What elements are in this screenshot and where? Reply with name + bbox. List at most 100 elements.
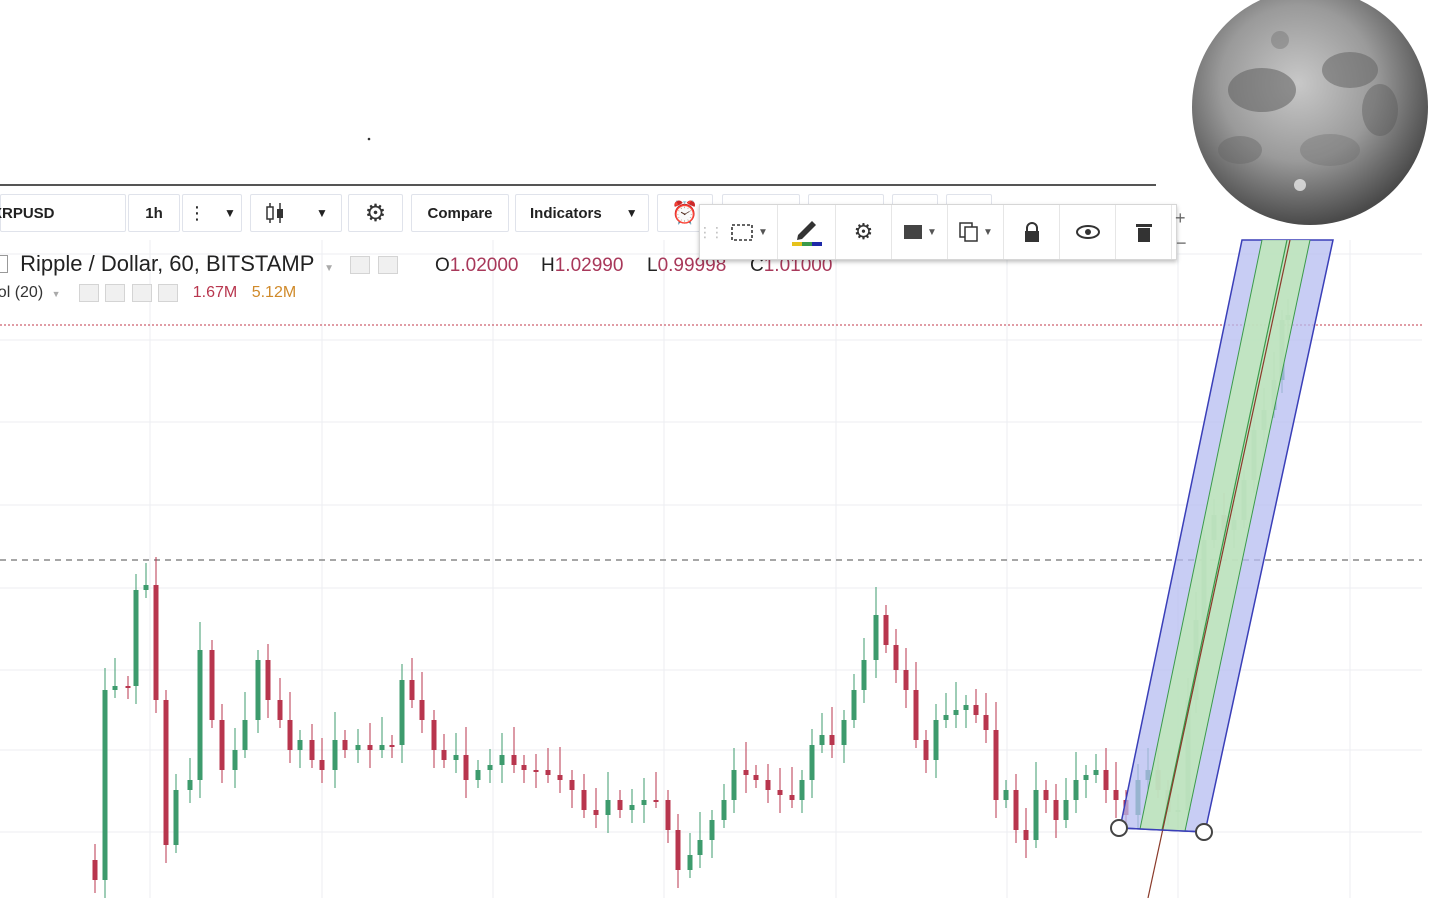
candle-body — [557, 775, 563, 780]
ohlc-open: O1.02000 — [435, 255, 518, 277]
high-key: H — [541, 255, 555, 276]
candle-body — [1023, 830, 1029, 840]
candle-body — [143, 585, 149, 590]
candle-body — [993, 730, 999, 800]
channel-handle-right[interactable] — [1195, 823, 1213, 841]
candle-body — [309, 740, 315, 760]
candle-body — [1093, 770, 1099, 775]
candle-body — [883, 615, 889, 645]
channel-inner-line-right — [1184, 239, 1311, 832]
fill-color-button[interactable]: ▼ — [892, 205, 948, 259]
chart-style-button[interactable]: ▼ — [250, 194, 342, 232]
chevron-down-icon[interactable]: ▼ — [324, 263, 335, 274]
eye-icon — [1075, 225, 1100, 239]
candle-body — [265, 660, 271, 700]
channel-handle-left[interactable] — [1110, 819, 1128, 837]
candle-body — [789, 795, 795, 800]
channel-mid-line — [1161, 239, 1288, 831]
open-key: O — [435, 255, 450, 276]
candle-body — [973, 705, 979, 715]
candle-body — [277, 700, 283, 720]
gear-icon: ⚙ — [364, 199, 387, 227]
open-value: 1.02000 — [449, 255, 519, 276]
candle-body — [617, 800, 623, 810]
candle-body — [342, 740, 348, 750]
candle-body — [963, 705, 969, 710]
clone-button[interactable]: ▼ — [948, 205, 1004, 259]
interval-button[interactable]: 1h — [128, 194, 180, 232]
ohlc-close: C1.01000 — [750, 255, 832, 277]
collapse-icon[interactable] — [0, 255, 8, 273]
candle-body — [487, 765, 493, 770]
parallel-channel-drawing — [1110, 239, 1334, 898]
chevron-down-icon: ▼ — [625, 206, 638, 220]
candle-body — [441, 750, 447, 760]
chevron-down-icon: ▼ — [316, 206, 328, 220]
drag-handle-icon[interactable]: ⋮⋮ — [698, 223, 724, 240]
low-key: L — [647, 255, 658, 276]
candle-body — [593, 810, 599, 815]
more-vertical-icon: ⋮ — [188, 202, 207, 223]
candle-body — [533, 770, 539, 772]
eye-icon[interactable] — [78, 284, 99, 302]
candlestick-icon — [266, 203, 284, 223]
select-area-icon — [731, 224, 753, 241]
delete-button[interactable] — [1116, 205, 1172, 259]
candle-body — [697, 840, 703, 855]
zoom-in-button[interactable]: + — [1175, 208, 1186, 228]
visibility-button[interactable] — [1060, 205, 1116, 259]
series-title[interactable]: Ripple / Dollar, 60, BITSTAMP — [20, 251, 314, 276]
candle-body — [255, 660, 261, 720]
candle-body — [1113, 790, 1119, 800]
candle-body — [819, 735, 825, 745]
candle-body — [399, 680, 405, 745]
zoom-out-button[interactable]: − — [1176, 233, 1187, 253]
drawing-settings-button[interactable]: ⚙ — [836, 205, 892, 259]
lock-icon — [1024, 222, 1039, 242]
compare-label: Compare — [427, 204, 493, 222]
candle-body — [232, 750, 238, 770]
settings-button[interactable]: ⚙ — [348, 194, 403, 232]
candle-body — [1063, 800, 1069, 820]
interval-menu-button[interactable]: ⋮ ▼ — [182, 194, 242, 232]
candle-body — [731, 770, 737, 800]
copy-icon — [959, 222, 978, 242]
alert-button[interactable]: ⏰ — [657, 194, 713, 232]
candle-body — [379, 745, 385, 750]
indicators-button[interactable]: Indicators ▼ — [515, 194, 649, 232]
add-icon[interactable] — [131, 284, 152, 302]
volume-title[interactable]: Vol (20) — [0, 284, 44, 302]
channel-base-line — [1119, 827, 1206, 833]
candle-body — [653, 800, 659, 802]
candle-body — [463, 755, 469, 780]
candle-body — [125, 686, 131, 688]
close-icon[interactable] — [158, 284, 179, 302]
candle-body — [841, 720, 847, 745]
indicators-label: Indicators — [530, 204, 602, 222]
high-value: 1.02990 — [554, 255, 624, 276]
candle-body — [923, 740, 929, 760]
drawing-properties-toolbar: ⋮⋮ ▼ ⚙ ▼ ▼ — [698, 204, 1177, 260]
symbol-search-button[interactable]: XRPUSD — [0, 194, 126, 232]
chevron-down-icon[interactable]: ▼ — [51, 289, 61, 300]
gear-icon[interactable] — [378, 256, 399, 275]
lock-button[interactable] — [1004, 205, 1060, 259]
gear-icon: ⚙ — [853, 219, 874, 244]
candle-body — [983, 715, 989, 730]
candle-body — [1003, 790, 1009, 800]
gear-icon[interactable] — [105, 284, 126, 302]
candle-body — [687, 855, 693, 870]
candle-body — [753, 775, 759, 780]
select-area-button[interactable]: ▼ — [720, 205, 778, 259]
candle-body — [92, 860, 98, 880]
candle-body — [809, 745, 815, 780]
candle-body — [197, 650, 203, 780]
eye-icon[interactable] — [350, 256, 371, 275]
line-color-button[interactable] — [778, 205, 836, 259]
compare-button[interactable]: Compare — [411, 194, 509, 232]
candle-body — [1013, 790, 1019, 830]
candle-body — [163, 700, 169, 845]
candle-body — [903, 670, 909, 690]
candle-body — [743, 770, 749, 775]
